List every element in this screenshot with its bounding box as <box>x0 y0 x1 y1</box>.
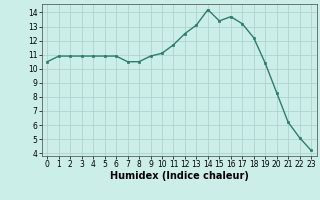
X-axis label: Humidex (Indice chaleur): Humidex (Indice chaleur) <box>110 171 249 181</box>
